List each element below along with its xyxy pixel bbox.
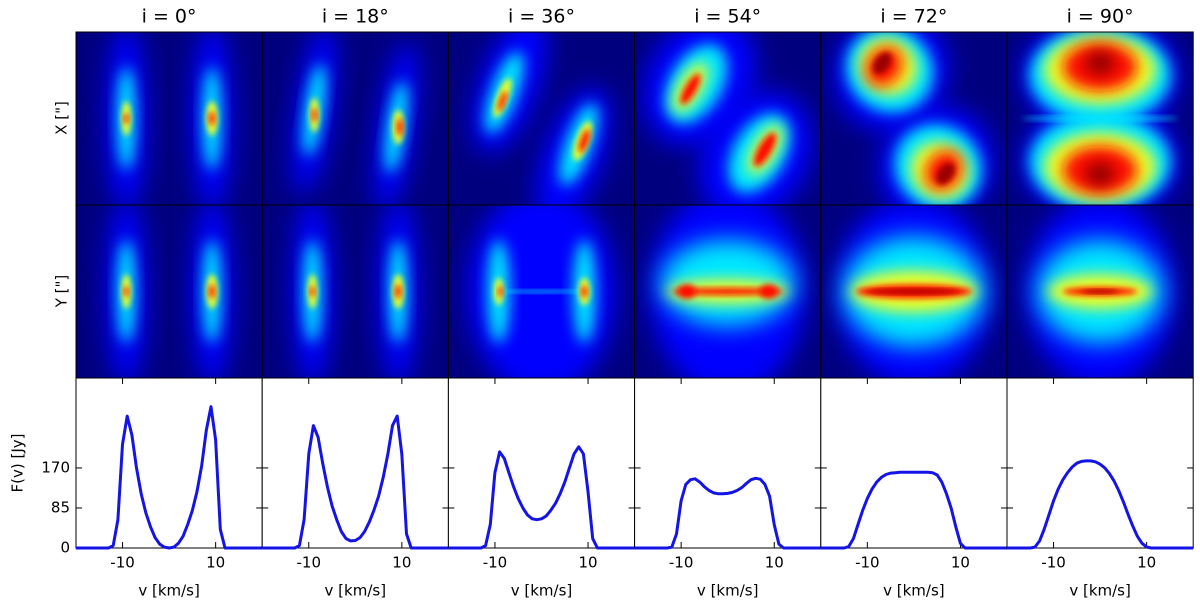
x-axis-label: v [km/s] [325,582,387,600]
heatmap-blob [124,113,129,124]
y-axis-label: F(v) [Jy] [9,434,27,493]
panel-title: i = 36° [508,6,575,28]
heatmap-blob [1085,161,1115,186]
heatmap-blob [867,289,961,294]
plot-area [634,377,822,549]
heatmap-background [262,205,449,378]
line [262,414,449,550]
heatmap [634,32,821,205]
panel-title: i = 90° [1067,6,1134,28]
line [634,476,821,550]
heatmap-background [76,205,263,378]
heatmap [448,205,635,378]
panel-title: i = 0° [142,6,197,28]
x-tick-label: 10 [392,554,411,572]
heatmap [76,32,263,205]
y-tick-label: 85 [51,498,70,516]
x-axis-label: v [km/s] [697,582,759,600]
row-label: X ["] [53,101,71,135]
heatmap-blob [209,284,215,299]
x-axis-label: v [km/s] [511,582,573,600]
x-axis-label: v [km/s] [883,582,945,600]
heatmap-blob [680,73,701,105]
heatmap [262,32,449,205]
line [1007,459,1194,550]
line [76,405,263,550]
plot-area [820,377,1008,549]
line [448,445,635,550]
row-label: Y ["] [53,275,71,309]
heatmap-blob [578,129,590,153]
heatmap-blob [873,52,892,74]
y-tick-label: 170 [41,458,70,476]
x-axis-label: v [km/s] [1069,582,1131,600]
heatmap-blob [497,91,507,112]
x-tick-label: -10 [669,554,694,572]
x-tick-label: 10 [765,554,784,572]
x-tick-label: 10 [206,554,225,572]
x-tick-label: -10 [855,554,880,572]
heatmap-blob [395,284,401,299]
heatmap [1007,205,1194,378]
heatmap-background [262,32,449,205]
panel-title: i = 72° [880,6,947,28]
heatmap-blob [209,111,215,126]
heatmap [820,205,1007,378]
x-axis-label: v [km/s] [138,582,200,600]
panel-title: i = 54° [694,6,761,28]
line [820,470,1007,550]
panel-title: i = 18° [322,6,389,28]
y-tick-label: 0 [60,539,70,557]
x-tick-label: -10 [110,554,135,572]
heatmap-blob [1021,116,1179,121]
heatmap [820,32,1007,205]
heatmap-blob [494,290,589,293]
heatmap-blob [677,284,697,299]
heatmap-blob [581,285,588,298]
heatmap [1007,32,1194,205]
heatmap [262,205,449,378]
heatmap-blob [671,288,784,295]
heatmap-background [76,32,263,205]
heatmap-blob [753,132,777,167]
x-tick-label: -10 [1041,554,1066,572]
plot-area [75,377,263,549]
x-tick-label: 10 [1137,554,1156,572]
heatmap-blob [936,163,955,185]
heatmap-blob [124,286,129,297]
heatmap-blob [312,108,317,122]
heatmap-blob [310,286,315,297]
x-tick-label: -10 [483,554,508,572]
heatmap [634,205,821,378]
heatmap-blob [1085,51,1115,76]
heatmap-blob [498,286,503,297]
heatmap-blob [759,284,778,299]
x-tick-label: -10 [297,554,322,572]
plot-area [261,377,449,549]
x-tick-label: 10 [951,554,970,572]
x-tick-label: 10 [579,554,598,572]
heatmap-blob [1081,289,1119,294]
heatmap [76,205,263,378]
plot-area [447,377,636,549]
heatmap-blob [397,118,403,136]
heatmap [448,32,635,205]
